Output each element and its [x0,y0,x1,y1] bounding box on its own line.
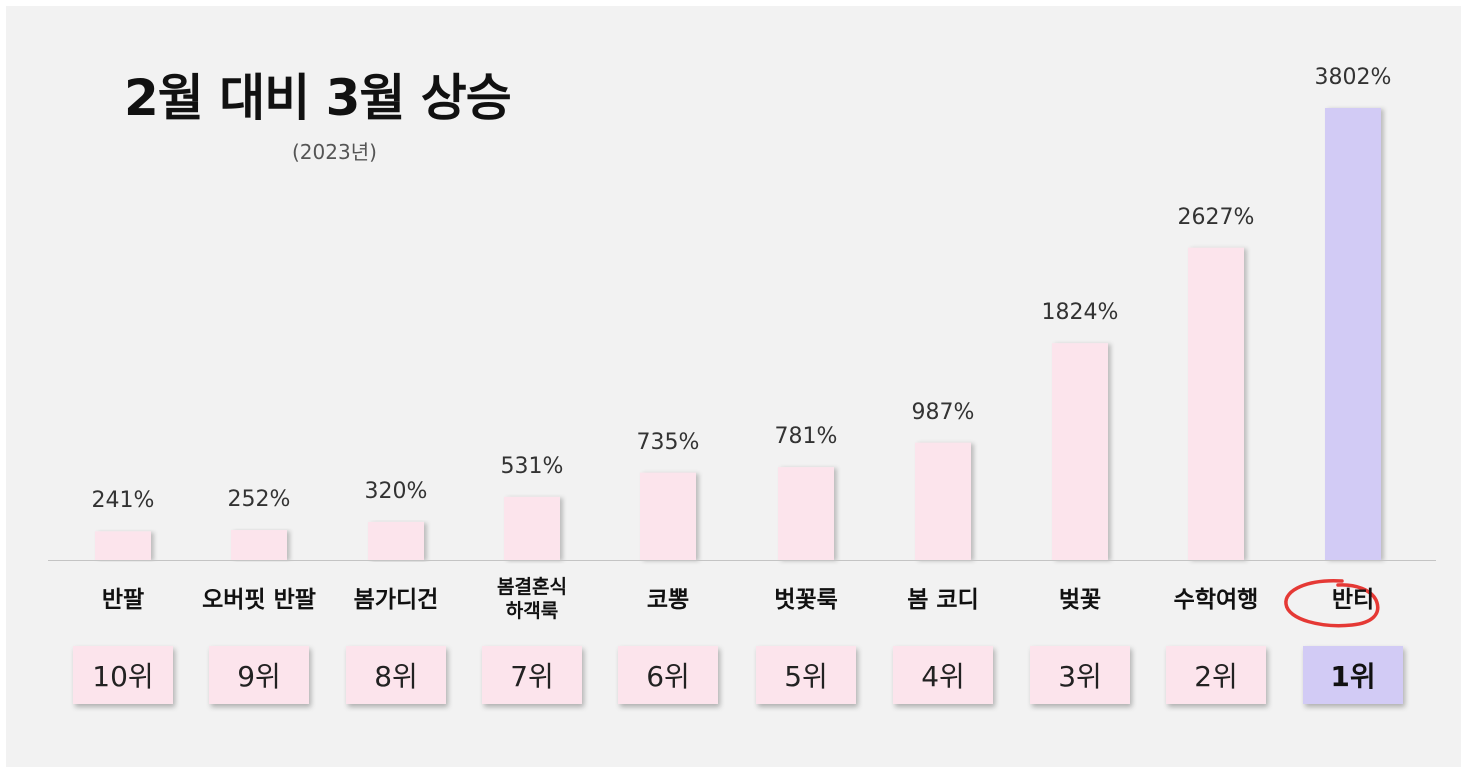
category-label: 벗꽃룩 [774,587,838,613]
chart-subtitle: (2023년) [292,140,377,164]
bar-2 [231,530,287,560]
category-label: 봄결혼식 하객룩 [457,575,607,623]
bar-6 [778,467,834,560]
rank-badge: 8위 [346,646,446,704]
rank-badge: 5위 [756,646,856,704]
category-label: 봄가디건 [353,587,439,613]
category-label-line: 하객룩 [505,600,559,622]
value-label: 241% [91,488,155,514]
category-label: 코뽕 [646,587,690,613]
bar-1 [95,531,151,560]
x-axis-baseline [48,560,1436,561]
category-label: 오버핏 반팔 [202,587,316,613]
category-label: 봄 코디 [907,587,979,613]
value-label: 987% [911,399,975,425]
rank-badge: 10위 [73,646,173,704]
category-label: 반팔 [101,587,145,613]
rank-badge: 9위 [209,646,309,704]
value-label: 781% [774,424,838,450]
bar-10 [1325,108,1381,560]
category-label-line: 봄결혼식 [497,576,567,598]
value-label: 2627% [1177,204,1255,230]
value-label: 320% [364,478,428,504]
value-label: 531% [500,453,564,479]
rank-badge: 2위 [1166,646,1266,704]
highlight-circle [1284,579,1380,628]
value-label: 1824% [1041,300,1119,326]
category-label: 벚꽃 [1058,587,1102,613]
value-label: 3802% [1314,65,1392,90]
rank-badge: 7위 [482,646,582,704]
rank-badge: 3위 [1030,646,1130,704]
chart-title: 2월 대비 3월 상승 [124,69,512,127]
category-label: 수학여행 [1173,587,1259,613]
value-label: 252% [227,487,291,513]
value-label: 735% [636,429,700,455]
bar-3 [368,521,424,560]
category-label: 반티 [1331,587,1375,613]
rank-badge: 6위 [618,646,718,704]
rank-badge: 1위 [1303,646,1403,704]
bar-4 [504,496,560,560]
bar-9 [1188,247,1244,560]
bar-7 [915,442,971,560]
bar-8 [1052,343,1108,560]
bar-5 [640,472,696,560]
rank-badge: 4위 [893,646,993,704]
